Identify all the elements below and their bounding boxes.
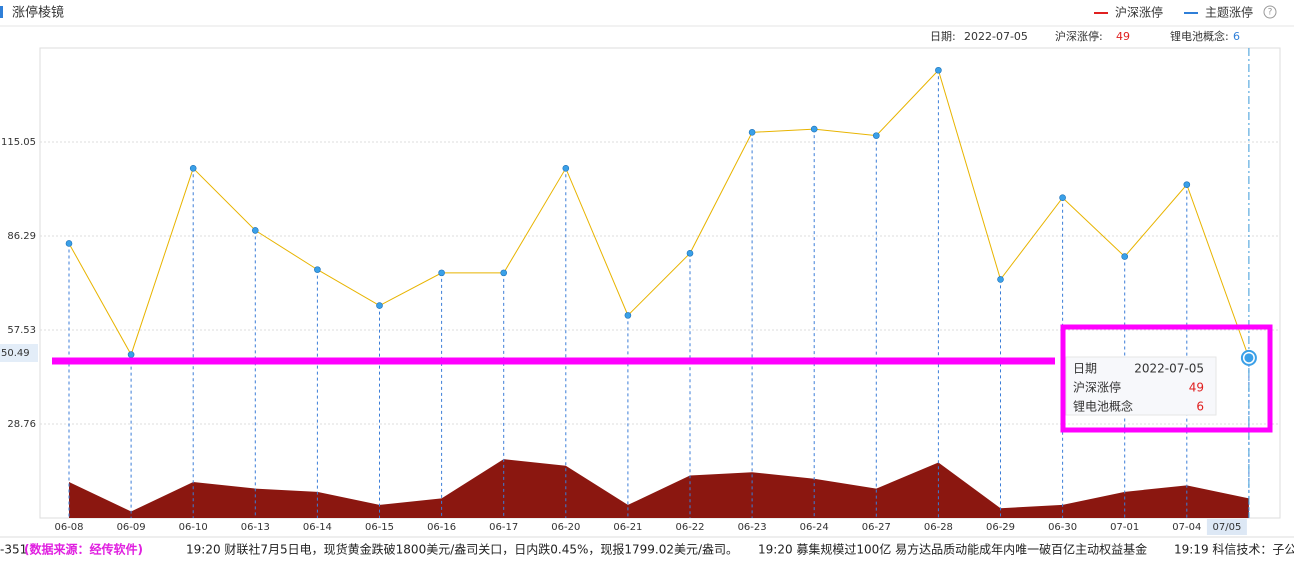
y-tick-label: 28.76 (7, 419, 36, 430)
point (1121, 253, 1128, 260)
ticker-item: 19:20 募集规模过100亿 易方达品质动能成年内唯一破百亿主动权益基金 (758, 542, 1147, 557)
y-tick-label: 115.05 (1, 137, 36, 148)
x-tick-label: 06-08 (54, 522, 83, 533)
crosshair-x-label: 07/05 (1212, 522, 1241, 533)
legend-label[interactable]: 主题涨停 (1205, 5, 1253, 20)
x-tick-label: 07-04 (1172, 522, 1201, 533)
info-label: 沪深涨停: (1055, 29, 1103, 43)
point (252, 227, 259, 234)
line (68, 69, 1250, 359)
ticker-item: 19:20 财联社7月5日电，现货黄金跌破1800美元/盎司关口，日内跌0.45… (186, 542, 738, 557)
point (314, 266, 321, 273)
x-tick-label: 06-23 (738, 522, 767, 533)
point (1059, 194, 1066, 202)
point (376, 302, 383, 309)
legend-label[interactable]: 沪深涨停 (1115, 5, 1163, 20)
x-tick-label: 06-15 (365, 522, 394, 533)
point (127, 351, 135, 358)
help-text[interactable]: ? (1268, 8, 1273, 18)
panel-title: 涨停棱镜 (12, 5, 64, 21)
x-tick-label: 06-17 (489, 522, 518, 533)
crosshair-y-box (0, 343, 38, 362)
point (1183, 181, 1191, 188)
info-value: 2022-07-05 (964, 30, 1028, 43)
x-tick-label: 06-24 (800, 522, 829, 533)
point (624, 312, 632, 319)
active-point-core (1244, 353, 1254, 363)
point (686, 249, 694, 257)
x-tick-label: 06-28 (924, 522, 953, 533)
area (69, 459, 1249, 518)
point (562, 165, 570, 172)
x-tick-label: 06-22 (675, 522, 704, 533)
info-value: 49 (1116, 30, 1130, 43)
tooltip (1065, 356, 1217, 416)
point (997, 276, 1004, 283)
highlight-box (1060, 324, 1273, 433)
x-tick-label: 06-14 (303, 522, 332, 533)
x-tick-label: 06-13 (241, 522, 270, 533)
point (810, 125, 818, 133)
crosshair-y-label: 50.49 (1, 348, 30, 359)
point (872, 132, 880, 139)
y-tick-label: 57.53 (7, 325, 36, 336)
x-tick-label: 06-09 (117, 522, 146, 533)
x-tick-label: 06-27 (862, 522, 891, 533)
ticker-item: 19:19 科信技术：子公 (1174, 543, 1294, 557)
tooltip-value: 2022-07-05 (1134, 362, 1204, 376)
y-tick-label: 86.29 (7, 231, 36, 242)
help-icon[interactable] (1263, 5, 1277, 19)
x-tick-label: 07-01 (1110, 522, 1139, 533)
ticker-item: (数据来源：经传软件) (24, 542, 143, 557)
tooltip-value: 6 (1196, 400, 1204, 414)
title-marker (0, 6, 3, 18)
info-label: 日期: (930, 30, 956, 43)
tooltip-label: 沪深涨停 (1073, 380, 1121, 395)
tooltip-label: 日期 (1073, 362, 1097, 376)
x-tick-label: 06-16 (427, 522, 456, 533)
point (500, 269, 508, 277)
info-value: 6 (1233, 30, 1240, 43)
x-tick-label: 06-30 (1048, 522, 1077, 533)
point (65, 240, 73, 247)
x-tick-label: 06-21 (613, 522, 642, 533)
x-tick-label: 06-10 (179, 522, 208, 533)
point (935, 66, 942, 74)
ticker-item: -351 (0, 543, 27, 557)
info-label: 锂电池概念: (1170, 29, 1229, 43)
x-tick-label: 06-20 (551, 522, 580, 533)
tooltip-label: 锂电池概念 (1073, 399, 1133, 414)
point (189, 165, 197, 172)
point (438, 269, 445, 277)
crosshair-x-box (1206, 519, 1247, 535)
tooltip-value: 49 (1189, 381, 1204, 395)
point (748, 129, 756, 136)
x-tick-label: 06-29 (986, 522, 1015, 533)
